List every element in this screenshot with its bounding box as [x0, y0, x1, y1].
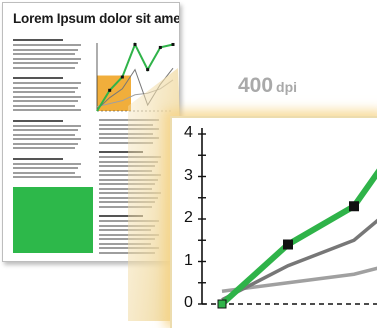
resolution-value: 400	[238, 74, 274, 97]
zoomed-chart-panel: 0 1 2 3 4	[170, 116, 377, 328]
y-tick-label: 2	[184, 209, 193, 226]
text-line	[99, 137, 159, 139]
text-line	[13, 162, 81, 165]
text-line	[99, 242, 151, 245]
mini-data-point	[158, 45, 162, 49]
text-line	[99, 233, 159, 236]
text-line	[13, 91, 75, 93]
text-line	[13, 48, 78, 51]
text-line	[99, 192, 161, 194]
mini-data-point	[120, 75, 124, 79]
resolution-unit: dpi	[276, 79, 298, 95]
text-line	[13, 95, 81, 98]
text-heading-line	[13, 119, 63, 122]
text-line	[99, 169, 152, 172]
y-tick-label: 0	[184, 294, 193, 311]
text-line	[99, 128, 159, 130]
text-line	[13, 53, 75, 55]
mini-data-point	[171, 42, 175, 46]
text-line	[13, 167, 78, 169]
text-line	[13, 100, 78, 102]
text-heading-line	[99, 151, 143, 153]
text-line	[13, 86, 78, 89]
text-line	[99, 220, 159, 222]
text-line	[99, 178, 158, 181]
text-line	[13, 129, 78, 131]
text-line	[99, 183, 155, 185]
text-line	[99, 119, 159, 121]
text-line	[13, 133, 75, 136]
series-line-3	[221, 266, 377, 293]
text-line	[99, 224, 155, 227]
text-line	[99, 165, 155, 167]
text-line	[99, 123, 153, 126]
text-line	[13, 176, 81, 178]
data-point	[349, 201, 359, 212]
zoomed-chart	[198, 128, 377, 309]
text-line	[13, 104, 75, 107]
data-point	[217, 299, 227, 309]
text-line	[13, 82, 81, 84]
text-heading-line	[13, 157, 63, 160]
y-tick-label: 1	[184, 251, 193, 269]
text-line	[13, 62, 78, 64]
text-line	[13, 142, 78, 145]
text-line	[99, 132, 153, 135]
mini-data-point	[146, 68, 150, 72]
text-line	[99, 187, 152, 190]
green-callout-box	[13, 187, 93, 253]
document-page: Lorem Ipsum dolor sit amet	[2, 2, 180, 262]
text-line	[99, 201, 155, 203]
mini-data-point	[108, 88, 112, 92]
text-line	[13, 44, 81, 46]
text-line	[13, 109, 81, 111]
text-line	[99, 196, 158, 199]
text-line	[13, 171, 75, 174]
text-heading-line	[13, 39, 63, 41]
mini-data-point	[133, 42, 137, 46]
text-line	[99, 174, 161, 176]
y-tick-label: 4	[184, 124, 193, 141]
text-line	[99, 238, 155, 240]
text-line	[13, 57, 81, 60]
data-point	[283, 239, 293, 250]
text-heading-line	[13, 77, 63, 79]
text-line	[99, 156, 161, 158]
text-line	[99, 141, 153, 144]
text-line	[99, 247, 159, 249]
text-line	[13, 138, 81, 140]
resolution-label: 400 dpi	[238, 74, 297, 98]
y-tick-label: 3	[184, 166, 193, 184]
text-line	[99, 251, 155, 254]
text-line	[99, 160, 158, 163]
text-line	[13, 124, 81, 127]
text-heading-line	[99, 215, 143, 217]
document-title: Lorem Ipsum dolor sit amet	[13, 11, 180, 26]
text-line	[13, 147, 75, 149]
series-line-2	[221, 218, 377, 302]
text-line	[99, 205, 152, 208]
mini-chart	[96, 42, 175, 112]
text-line	[99, 229, 151, 231]
text-line	[13, 66, 75, 69]
